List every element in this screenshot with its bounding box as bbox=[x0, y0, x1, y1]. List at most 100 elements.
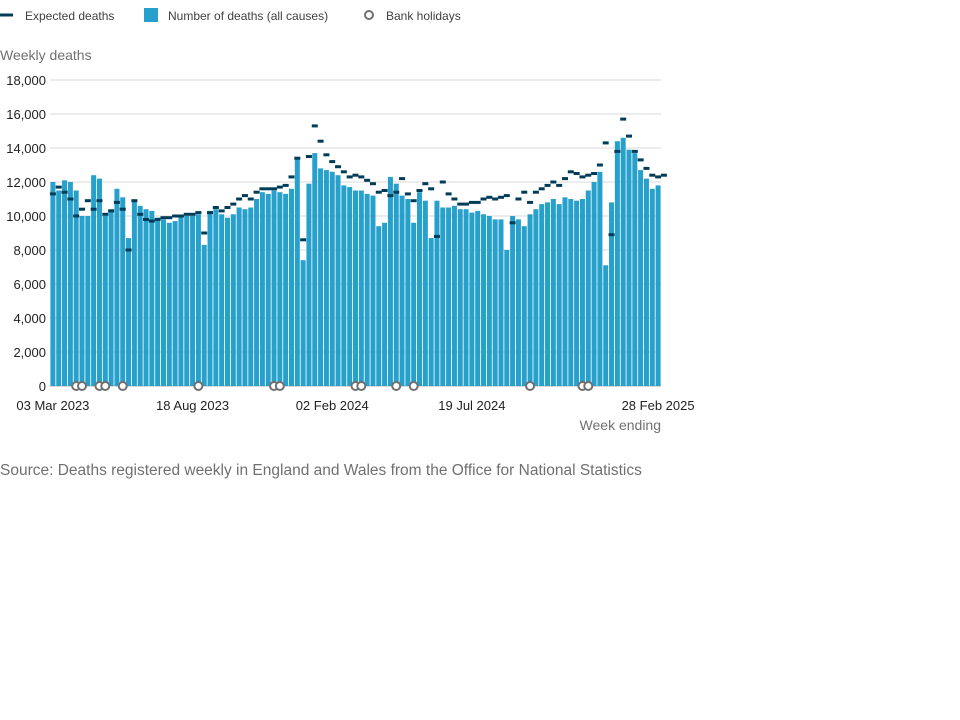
bar bbox=[277, 192, 283, 386]
bar bbox=[492, 219, 498, 386]
expected-marker bbox=[84, 199, 91, 203]
bar bbox=[597, 171, 603, 386]
bar bbox=[254, 199, 260, 386]
bar bbox=[521, 226, 527, 386]
expected-marker bbox=[55, 185, 62, 189]
bar bbox=[207, 210, 213, 386]
bar bbox=[486, 216, 492, 386]
bar bbox=[463, 209, 469, 386]
expected-marker bbox=[527, 200, 534, 204]
bar bbox=[568, 199, 574, 386]
bar bbox=[655, 185, 661, 386]
source-note: Source: Deaths registered weekly in Engl… bbox=[0, 462, 642, 479]
expected-marker bbox=[538, 187, 545, 191]
bar bbox=[137, 205, 143, 386]
bar bbox=[393, 183, 399, 386]
expected-marker bbox=[492, 197, 499, 201]
bar bbox=[120, 197, 126, 386]
expected-marker bbox=[521, 190, 528, 194]
expected-marker bbox=[660, 173, 667, 177]
bar bbox=[539, 204, 545, 386]
bar bbox=[126, 238, 132, 386]
expected-marker bbox=[172, 214, 179, 218]
expected-marker bbox=[515, 197, 522, 201]
expected-marker bbox=[230, 202, 237, 206]
expected-marker bbox=[288, 175, 295, 179]
bar bbox=[614, 141, 620, 386]
expected-marker bbox=[463, 202, 470, 206]
bar bbox=[643, 178, 649, 386]
expected-marker bbox=[358, 175, 365, 179]
bar bbox=[288, 188, 294, 386]
bar bbox=[166, 222, 172, 386]
expected-marker bbox=[79, 207, 86, 211]
bar bbox=[370, 195, 376, 386]
x-axis-labels: 03 Mar 2023 18 Aug 2023 02 Feb 2024 19 Jul … bbox=[16, 398, 694, 413]
bar bbox=[451, 205, 457, 386]
expected-marker bbox=[643, 166, 650, 170]
legend-expected-label: Expected deaths bbox=[25, 9, 114, 23]
bar bbox=[312, 153, 318, 386]
expected-marker bbox=[241, 194, 248, 198]
bar bbox=[178, 216, 184, 386]
legend-holidays-label: Bank holidays bbox=[386, 9, 461, 23]
expected-marker bbox=[207, 211, 214, 215]
y-tick-label: 10,000 bbox=[6, 209, 46, 224]
expected-marker bbox=[625, 134, 632, 138]
expected-marker bbox=[183, 212, 190, 216]
legend-item-expected[interactable]: Expected deaths bbox=[0, 9, 114, 23]
expected-marker bbox=[125, 248, 132, 252]
legend-item-holidays[interactable]: Bank holidays bbox=[364, 9, 461, 23]
bar bbox=[446, 207, 452, 386]
expected-marker bbox=[433, 234, 440, 238]
expected-marker bbox=[608, 233, 615, 237]
expected-marker bbox=[509, 221, 516, 225]
bar bbox=[271, 190, 277, 386]
holiday-marker bbox=[408, 381, 419, 391]
y-axis-title: Weekly deaths bbox=[0, 47, 92, 63]
bar bbox=[85, 216, 91, 386]
bar bbox=[376, 226, 382, 386]
bar bbox=[294, 158, 300, 386]
expected-marker bbox=[364, 178, 371, 182]
holiday-marker bbox=[525, 381, 536, 391]
expected-marker bbox=[399, 177, 406, 181]
expected-marker bbox=[160, 216, 167, 220]
expected-marker bbox=[265, 187, 272, 191]
bar bbox=[201, 244, 207, 386]
expected-marker bbox=[177, 214, 184, 218]
expected-marker bbox=[550, 180, 557, 184]
bar bbox=[562, 197, 568, 386]
expected-marker bbox=[468, 200, 475, 204]
bar bbox=[283, 193, 289, 386]
bar bbox=[265, 193, 271, 386]
holiday-marker bbox=[583, 381, 594, 391]
expected-marker bbox=[422, 182, 429, 186]
legend-item-actual[interactable]: Number of deaths (all causes) bbox=[144, 8, 328, 23]
expected-marker bbox=[573, 172, 580, 175]
bar bbox=[56, 190, 62, 386]
expected-marker bbox=[282, 183, 289, 187]
expected-marker bbox=[102, 212, 109, 216]
bar bbox=[556, 204, 562, 386]
expected-marker bbox=[49, 192, 56, 196]
bar bbox=[67, 182, 73, 386]
bar bbox=[352, 190, 359, 386]
expected-marker bbox=[393, 190, 400, 194]
bar bbox=[417, 192, 423, 386]
holiday-markers bbox=[71, 381, 594, 391]
y-axis-labels: 0 2,000 4,000 6,000 8,000 10,000 12,000 14,000 1… bbox=[6, 73, 46, 394]
bar bbox=[219, 214, 225, 386]
expected-marker bbox=[166, 216, 173, 220]
expected-marker bbox=[335, 165, 342, 169]
expected-marker bbox=[323, 153, 330, 157]
expected-marker bbox=[329, 160, 336, 164]
bar bbox=[155, 217, 161, 386]
expected-marker bbox=[428, 187, 435, 191]
bar bbox=[515, 219, 521, 386]
legend-holiday-swatch bbox=[364, 10, 374, 20]
expected-marker bbox=[311, 124, 318, 128]
expected-marker bbox=[96, 199, 103, 203]
y-tick-label: 4,000 bbox=[13, 311, 46, 326]
bar bbox=[411, 222, 417, 386]
